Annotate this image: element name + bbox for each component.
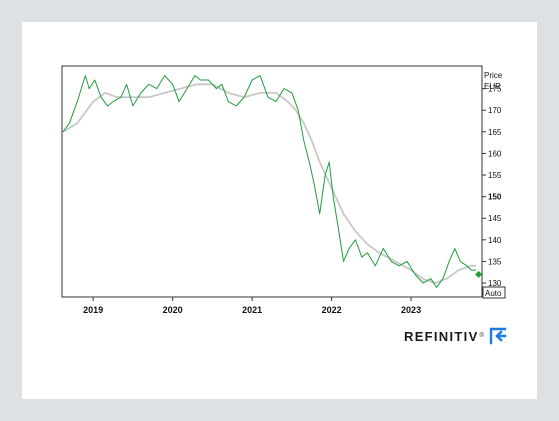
auto-button-box[interactable] — [482, 286, 506, 299]
y-axis-ticks: 175 170 165 160 155 150 145 140 135 130 — [482, 85, 502, 288]
x-axis-ticks: 2019 2020 2021 2022 2023 — [83, 297, 421, 315]
y-tick-label: 160 — [488, 149, 502, 158]
price-series-line — [62, 75, 477, 288]
y-tick-label: 175 — [488, 85, 502, 94]
refinitiv-logo: REFINITIV ® — [404, 327, 507, 345]
x-tick-label: 2020 — [163, 305, 183, 315]
y-tick-label: 150 — [488, 193, 502, 202]
series-group — [62, 75, 483, 288]
y-tick-label: 170 — [488, 106, 502, 115]
y-tick-label: 145 — [488, 214, 502, 223]
x-tick-label: 2021 — [242, 305, 262, 315]
y-tick-label: 135 — [488, 257, 502, 266]
moving-average-line — [62, 83, 477, 284]
plot-frame — [61, 65, 483, 298]
last-price-marker — [475, 270, 483, 278]
x-tick-label: 2019 — [83, 305, 103, 315]
currency-label: EUR — [484, 82, 501, 91]
x-tick-label: 2023 — [401, 305, 421, 315]
y-tick-label: 140 — [488, 236, 502, 245]
y-tick-label: 155 — [488, 171, 502, 180]
x-tick-label: 2022 — [322, 305, 342, 315]
y-tick-label: 130 — [488, 279, 502, 288]
y-tick-label: 165 — [488, 128, 502, 137]
price-chart: Price EUR 175 170 165 160 155 150 145 140 135 130… — [61, 65, 506, 315]
price-label: Price — [484, 71, 503, 80]
brand-name: REFINITIV — [404, 328, 479, 344]
brand-registered: ® — [479, 333, 484, 339]
chart-card: Price EUR 175 170 165 160 155 150 145 140 135 130… — [22, 22, 537, 399]
refinitiv-mark-icon — [489, 327, 507, 345]
auto-button[interactable]: Auto — [485, 289, 502, 298]
